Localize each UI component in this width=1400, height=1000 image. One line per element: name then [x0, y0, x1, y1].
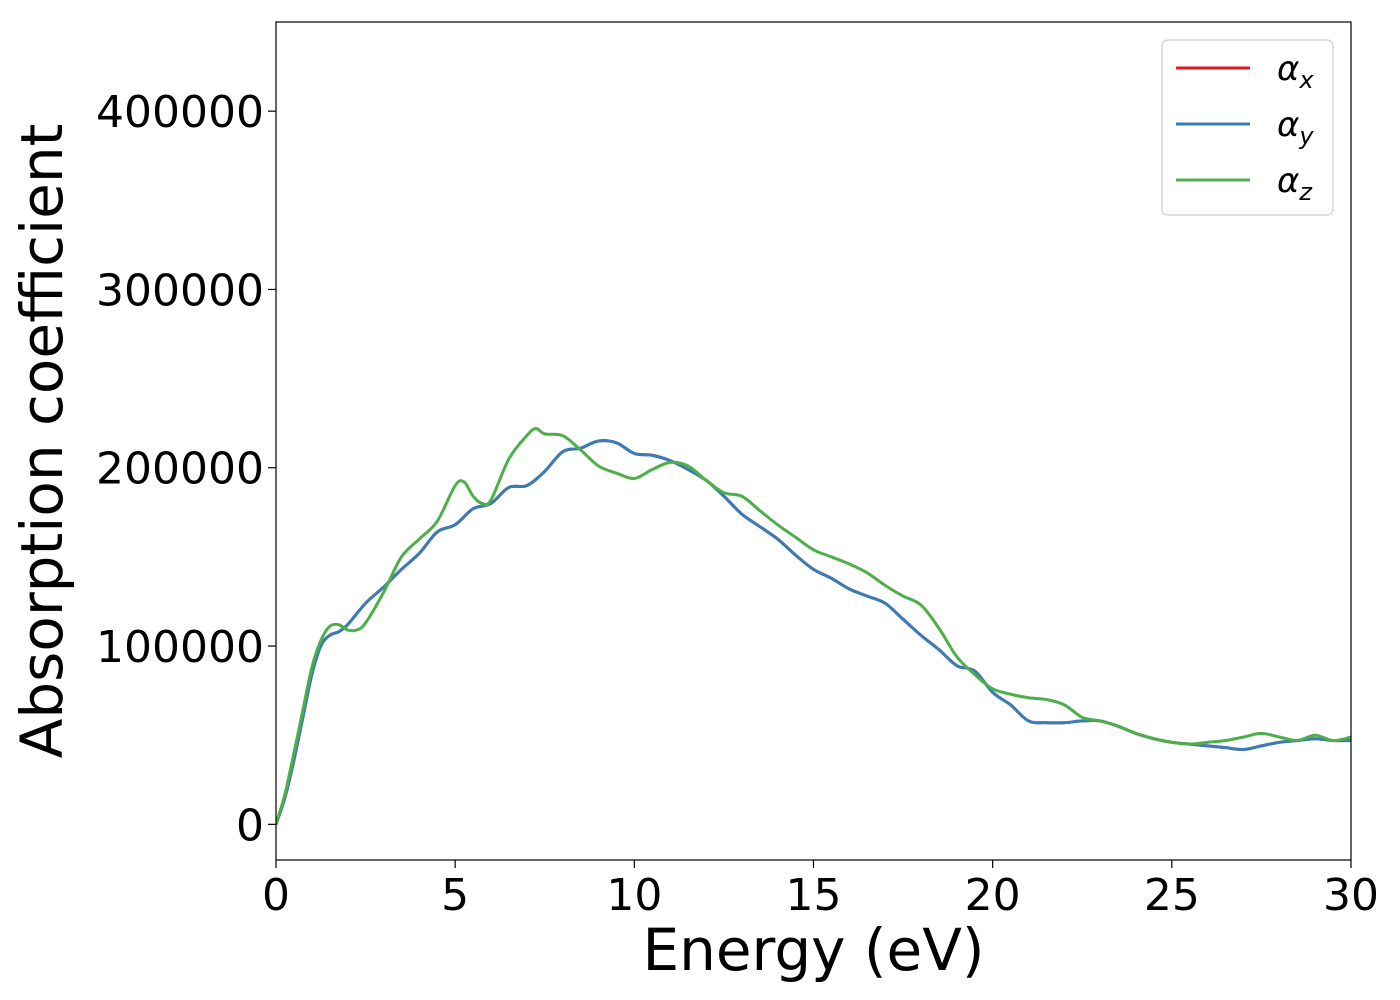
- x-tick-label: 25: [1144, 870, 1200, 921]
- x-axis-ticks: 0 5 10 15 20 25 30: [262, 860, 1379, 921]
- x-tick-label: 10: [606, 870, 662, 921]
- series-line-z: [276, 427, 1351, 825]
- legend-label-subscript: y: [1298, 122, 1314, 150]
- y-axis-label: Absorption coefficient: [8, 124, 76, 759]
- legend-label-y: αy: [1277, 105, 1314, 150]
- y-tick-label: 400000: [96, 87, 264, 138]
- legend-label-subscript: z: [1298, 178, 1313, 206]
- y-tick-label: 300000: [96, 265, 264, 316]
- x-tick-label: 20: [965, 870, 1021, 921]
- legend-box: [1161, 39, 1334, 216]
- y-tick-label: 0: [236, 800, 264, 851]
- legend-label-symbol: α: [1277, 161, 1299, 201]
- x-tick-label: 0: [262, 870, 290, 921]
- legend-label-z: αz: [1277, 161, 1313, 206]
- legend-label-symbol: α: [1277, 49, 1299, 89]
- y-axis-ticks: 0 100000 200000 300000 400000: [96, 87, 276, 851]
- x-tick-label: 30: [1323, 870, 1379, 921]
- x-tick-label: 5: [441, 870, 469, 921]
- legend-label-x: αx: [1277, 49, 1314, 94]
- legend-label-symbol: α: [1277, 105, 1299, 145]
- x-tick-label: 15: [786, 870, 842, 921]
- legend-label-subscript: x: [1298, 66, 1314, 94]
- series-layer: [276, 427, 1351, 825]
- y-tick-label: 100000: [96, 622, 264, 673]
- x-axis-label: Energy (eV): [642, 916, 984, 984]
- y-tick-label: 200000: [96, 444, 264, 495]
